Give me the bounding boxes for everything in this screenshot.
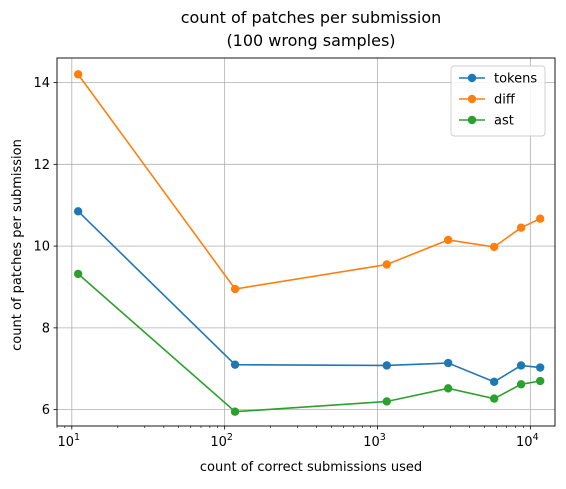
y-tick-label: 6: [42, 403, 50, 418]
data-point-diff: [516, 223, 526, 232]
legend-marker-tokens: [467, 73, 477, 83]
legend-label-ast: ast: [494, 114, 514, 129]
plot-frame: [56, 57, 556, 427]
legend-label-diff: diff: [494, 93, 516, 108]
data-point-ast: [230, 407, 240, 416]
y-axis-label: count of patches per submission: [10, 139, 25, 351]
data-point-ast: [516, 380, 526, 389]
chart-title-line-1: count of patches per submission: [181, 8, 442, 27]
data-point-ast: [443, 384, 453, 393]
data-point-ast: [382, 397, 391, 406]
x-tick-label: 103: [363, 432, 386, 450]
data-point-diff: [73, 70, 83, 79]
data-point-diff: [230, 284, 240, 294]
x-tick-label: 102: [210, 432, 233, 450]
data-point-tokens: [516, 361, 526, 370]
x-tick-label: 104: [516, 432, 539, 450]
x-tick-label: 101: [58, 432, 81, 450]
data-point-tokens: [73, 207, 83, 216]
y-tick-label: 8: [42, 321, 50, 336]
legend-marker-ast: [467, 115, 477, 125]
data-point-diff: [443, 235, 453, 245]
data-point-ast: [535, 376, 545, 386]
data-point-diff: [489, 242, 499, 252]
chart-title-line-2: (100 wrong samples): [226, 31, 395, 50]
y-tick-label: 10: [33, 240, 50, 255]
data-point-tokens: [230, 360, 240, 369]
data-point-tokens: [489, 377, 499, 387]
data-point-diff: [535, 214, 545, 223]
y-tick-label: 12: [33, 158, 50, 173]
data-point-diff: [382, 260, 391, 269]
data-point-tokens: [443, 358, 453, 368]
data-point-tokens: [535, 363, 545, 372]
data-point-ast: [489, 394, 499, 403]
legend-marker-diff: [467, 94, 477, 104]
legend-label-tokens: tokens: [494, 72, 537, 87]
data-point-ast: [73, 269, 83, 279]
data-point-tokens: [382, 361, 391, 370]
y-tick-label: 14: [33, 76, 50, 91]
plot-area: 101 102 103 104 6 8 10 12 14 tokens diff ast: [33, 57, 556, 450]
x-axis-label: count of correct submissions used: [200, 460, 422, 475]
